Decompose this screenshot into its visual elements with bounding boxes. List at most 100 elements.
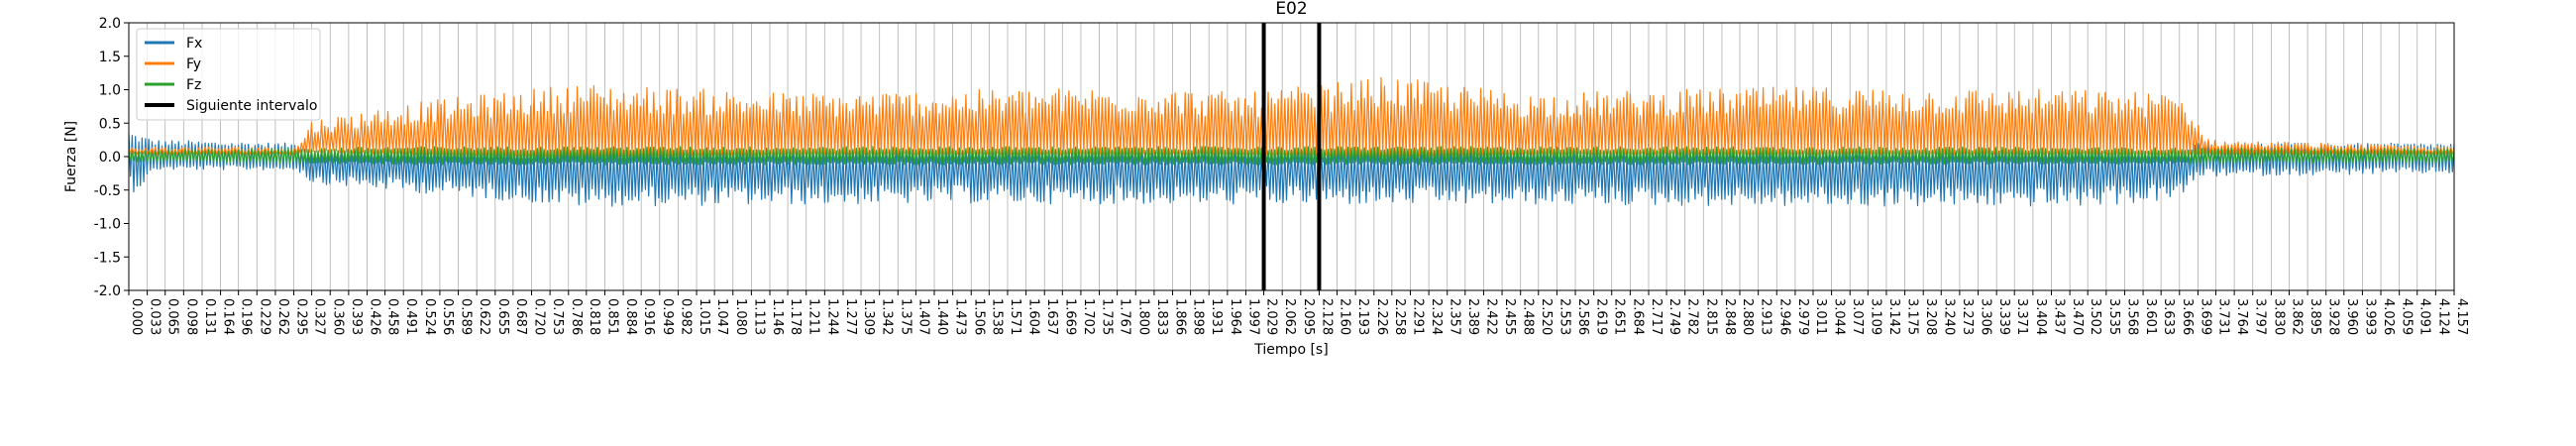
x-tick-label: 3.731	[2215, 298, 2230, 335]
y-axis: -2.0 -1.5 -1.0 -0.5 0.0 0.5 1.0 1.5 2.0	[94, 16, 129, 299]
x-tick-label: 0.229	[257, 298, 271, 335]
x-tick-label: 3.470	[2070, 298, 2085, 335]
x-tick-label: 2.520	[1539, 298, 1554, 335]
x-tick-label: 0.949	[660, 298, 675, 335]
x-tick-label: 1.015	[697, 298, 711, 335]
legend: Fx Fy Fz Siguiente intervalo	[136, 28, 321, 121]
x-tick-label: 3.960	[2344, 298, 2359, 335]
x-tick-label: 3.011	[1813, 298, 1828, 335]
x-tick-label: 2.389	[1465, 298, 1480, 335]
x-tick-label: 1.047	[714, 298, 729, 335]
x-tick-label: 3.175	[1905, 298, 1920, 335]
x-tick-label: 1.244	[824, 298, 839, 335]
x-tick-label: 3.568	[2124, 298, 2139, 335]
x-tick-label: 1.800	[1135, 298, 1150, 335]
x-tick-label: 2.749	[1666, 298, 1681, 335]
x-tick-label: 3.109	[1868, 298, 1882, 335]
x-tick-label: 0.262	[275, 298, 290, 335]
x-tick-label: 2.193	[1355, 298, 1370, 335]
x-tick-label: 1.604	[1026, 298, 1041, 335]
x-tick-label: 2.422	[1483, 298, 1498, 335]
x-tick-label: 4.091	[2417, 298, 2432, 335]
x-tick-label: 0.753	[550, 298, 565, 335]
x-tick-label: 0.491	[403, 298, 418, 335]
x-tick-label: 0.851	[604, 298, 619, 335]
y-tick-label: -0.5	[94, 183, 121, 199]
x-tick-label: 0.818	[587, 298, 601, 335]
x-tick-label: 2.455	[1502, 298, 1517, 335]
x-tick-label: 3.142	[1886, 298, 1901, 335]
x-tick-label: 0.589	[459, 298, 474, 335]
legend-label: Fy	[186, 56, 201, 72]
x-tick-label: 1.146	[770, 298, 785, 335]
x-tick-label: 2.815	[1703, 298, 1718, 335]
x-tick-label: 0.982	[678, 298, 693, 335]
y-tick-label: 0.5	[99, 116, 121, 132]
x-tick-label: 3.797	[2253, 298, 2268, 335]
x-axis-title: Tiempo [s]	[1253, 342, 1328, 358]
x-tick-label: 1.113	[751, 298, 766, 335]
y-tick-label: -1.5	[94, 250, 121, 266]
x-tick-label: 2.324	[1429, 298, 1444, 335]
y-tick-label: -2.0	[94, 283, 121, 299]
series-line-fx	[129, 133, 2454, 207]
x-tick-label: 1.080	[733, 298, 748, 335]
x-tick-label: 2.619	[1594, 298, 1609, 335]
y-axis-title: Fuerza [N]	[63, 121, 79, 192]
x-tick-label: 4.026	[2381, 298, 2396, 335]
x-tick-label: 0.916	[641, 298, 656, 335]
x-tick-label: 3.437	[2051, 298, 2066, 335]
x-tick-label: 1.767	[1118, 298, 1132, 335]
x-tick-label: 1.407	[915, 298, 930, 335]
x-tick-label: 1.309	[861, 298, 876, 335]
x-tick-label: 1.211	[806, 298, 821, 335]
y-tick-label: 0.0	[99, 150, 121, 166]
x-tick-label: 4.157	[2454, 298, 2469, 335]
x-tick-label: 2.717	[1649, 298, 1664, 335]
x-tick-label: 3.862	[2289, 298, 2304, 335]
x-tick-label: 2.226	[1374, 298, 1389, 335]
x-tick-label: 2.684	[1630, 298, 1645, 335]
x-tick-label: 0.000	[129, 298, 144, 335]
x-tick-label: 3.666	[2180, 298, 2195, 335]
x-tick-label: 2.586	[1575, 298, 1590, 335]
x-tick-label: 0.295	[294, 298, 309, 335]
x-tick-label: 3.993	[2362, 298, 2377, 335]
x-tick-label: 1.178	[788, 298, 803, 335]
x-tick-label: 1.473	[953, 298, 968, 335]
series-layer	[129, 23, 2454, 290]
x-tick-label: 1.898	[1191, 298, 1206, 335]
x-tick-label: 2.880	[1740, 298, 1755, 335]
x-tick-label: 3.633	[2161, 298, 2176, 335]
x-tick-label: 1.669	[1062, 298, 1077, 335]
x-tick-label: 1.342	[880, 298, 895, 335]
x-tick-label: 0.196	[239, 298, 254, 335]
y-tick-label: 1.5	[99, 50, 121, 65]
y-tick-label: 1.0	[99, 83, 121, 99]
x-tick-label: 3.273	[1960, 298, 1975, 335]
x-tick-label: 2.357	[1448, 298, 1462, 335]
y-tick-label: 2.0	[99, 16, 121, 32]
x-tick-label: 2.291	[1410, 298, 1425, 335]
chart-title: E02	[1275, 0, 1307, 19]
x-tick-label: 1.964	[1228, 298, 1242, 335]
x-tick-label: 3.699	[2198, 298, 2212, 335]
x-tick-label: 1.997	[1245, 298, 1260, 335]
x-tick-label: 3.830	[2271, 298, 2286, 335]
x-tick-label: 3.306	[1979, 298, 1993, 335]
x-tick-label: 3.404	[2033, 298, 2048, 335]
x-tick-label: 0.720	[532, 298, 547, 335]
x-tick-label: 3.077	[1850, 298, 1865, 335]
x-tick-label: 1.702	[1081, 298, 1096, 335]
x-tick-label: 0.164	[221, 298, 236, 335]
x-tick-label: 4.059	[2400, 298, 2415, 335]
x-tick-label: 3.928	[2326, 298, 2341, 335]
x-tick-label: 0.426	[368, 298, 382, 335]
legend-label: Fx	[186, 36, 202, 52]
x-tick-label: 2.062	[1282, 298, 1297, 335]
legend-label: Fz	[186, 77, 201, 93]
x-tick-label: 1.571	[1008, 298, 1022, 335]
x-tick-label: 0.786	[569, 298, 584, 335]
x-tick-label: 2.913	[1759, 298, 1773, 335]
